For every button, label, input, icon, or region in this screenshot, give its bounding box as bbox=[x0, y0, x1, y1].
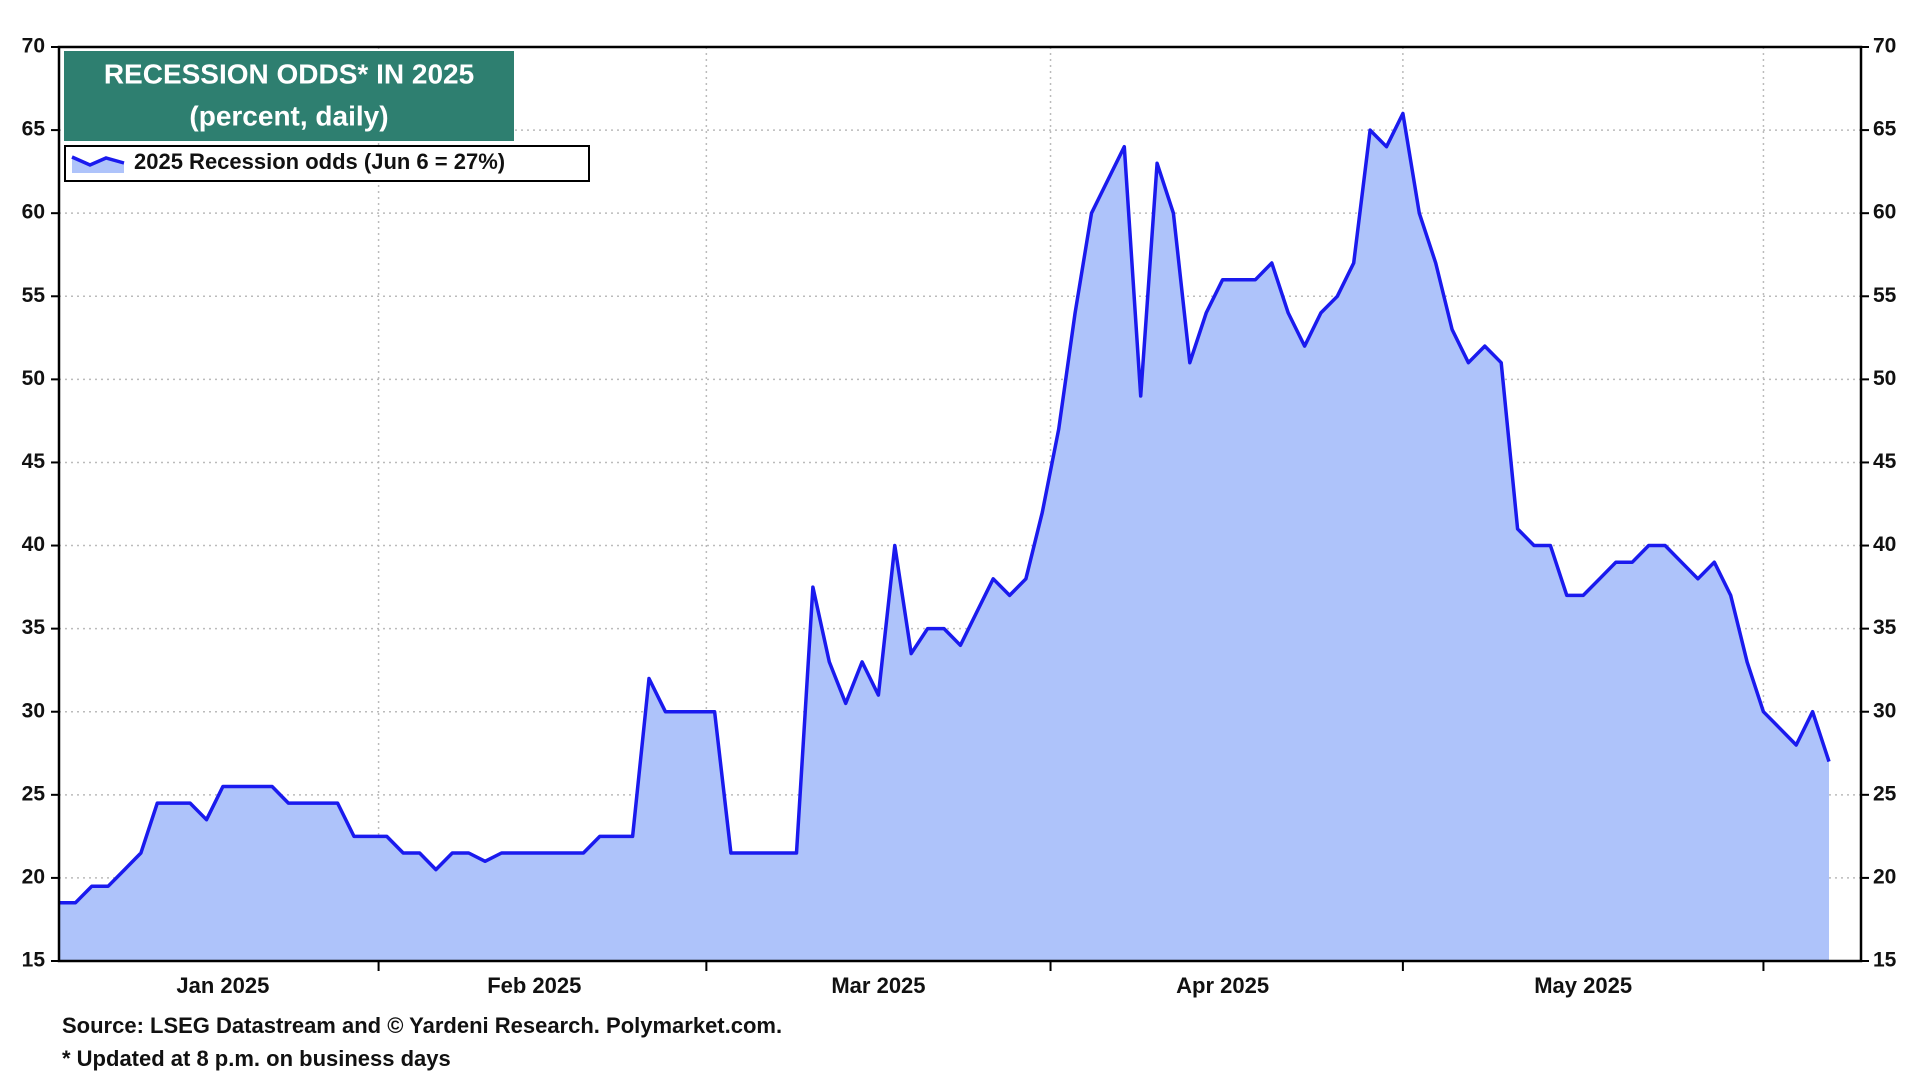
y2-tick-label: 35 bbox=[1873, 616, 1897, 639]
y2-tick-label: 60 bbox=[1873, 201, 1896, 224]
legend-box bbox=[64, 145, 590, 182]
x-tick-label: Mar 2025 bbox=[831, 973, 925, 998]
y2-tick-label: 50 bbox=[1873, 367, 1896, 390]
y2-tick-label: 30 bbox=[1873, 699, 1896, 722]
area-fill bbox=[59, 113, 1829, 961]
y2-tick-label: 65 bbox=[1873, 118, 1897, 141]
y-tick-label: 40 bbox=[22, 533, 45, 556]
footnote: * Updated at 8 p.m. on business days bbox=[62, 1046, 451, 1071]
y-tick-label: 35 bbox=[22, 616, 46, 639]
y-tick-label: 70 bbox=[22, 35, 45, 58]
x-tick-label: Apr 2025 bbox=[1176, 973, 1269, 998]
y-tick-label: 45 bbox=[22, 450, 46, 473]
y-tick-label: 65 bbox=[22, 118, 46, 141]
y2-tick-label: 15 bbox=[1873, 949, 1897, 972]
y-tick-label: 50 bbox=[22, 367, 45, 390]
y2-tick-label: 25 bbox=[1873, 782, 1897, 805]
y-tick-label: 15 bbox=[22, 949, 46, 972]
y2-tick-label: 45 bbox=[1873, 450, 1897, 473]
chart-subtitle: (percent, daily) bbox=[189, 100, 388, 131]
chart-title: RECESSION ODDS* IN 2025 bbox=[104, 58, 474, 89]
title-box bbox=[64, 51, 514, 141]
x-tick-label: May 2025 bbox=[1534, 973, 1632, 998]
x-tick-label: Feb 2025 bbox=[487, 973, 581, 998]
y2-tick-label: 70 bbox=[1873, 35, 1896, 58]
line bbox=[59, 111, 1831, 905]
y2-tick-label: 40 bbox=[1873, 533, 1896, 556]
x-tick-label: Jan 2025 bbox=[176, 973, 269, 998]
y2-tick-label: 55 bbox=[1873, 284, 1897, 307]
source-note: Source: LSEG Datastream and © Yardeni Re… bbox=[62, 1013, 782, 1038]
plot-frame bbox=[57, 45, 1863, 963]
y-tick-label: 55 bbox=[22, 284, 46, 307]
legend-swatch-line bbox=[71, 155, 125, 167]
y-tick-label: 30 bbox=[22, 699, 45, 722]
y-tick-label: 60 bbox=[22, 201, 45, 224]
y2-tick-label: 20 bbox=[1873, 865, 1896, 888]
y-tick-label: 20 bbox=[22, 865, 45, 888]
legend-label: 2025 Recession odds (Jun 6 = 27%) bbox=[134, 149, 505, 174]
y-tick-label: 25 bbox=[22, 782, 46, 805]
